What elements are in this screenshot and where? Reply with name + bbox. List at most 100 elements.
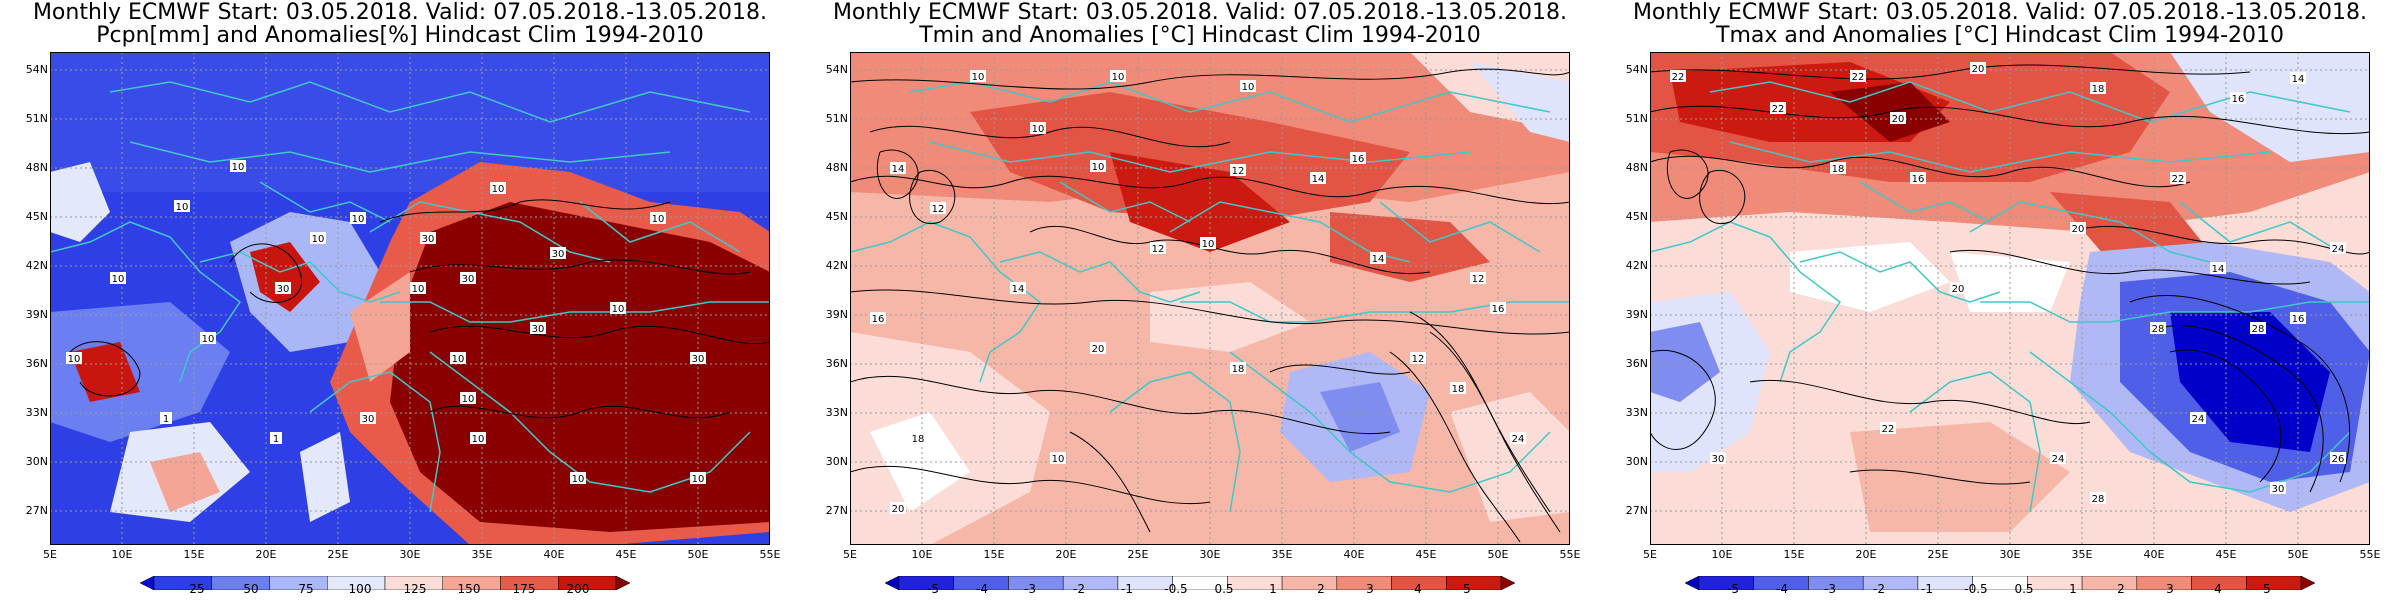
contour-label: 10: [350, 212, 366, 225]
precipitation-map: 10 10 10 10 10 10 10 10 10 10 10 10 10 1…: [50, 52, 770, 545]
svg-text:14: 14: [2212, 264, 2225, 275]
svg-text:10: 10: [452, 354, 465, 365]
precipitation-panel: Monthly ECMWF Start: 03.05.2018. Valid: …: [0, 0, 800, 600]
svg-text:22: 22: [1882, 424, 1895, 435]
lat-label: 36N: [25, 357, 48, 370]
svg-text:10: 10: [176, 202, 189, 213]
panel-title-line2: Tmax and Anomalies [°C] Hindcast Clim 19…: [1716, 23, 2284, 48]
lat-label: 51N: [825, 112, 848, 125]
svg-text:10: 10: [1112, 72, 1125, 83]
lat-label: 27N: [825, 504, 848, 517]
contour-label: 28: [2250, 322, 2266, 335]
colorbar-label: 0.5: [1214, 582, 1234, 596]
lat-label: 54N: [25, 63, 48, 76]
colorbar-swatch: [1685, 576, 1700, 590]
lat-label: 36N: [1625, 357, 1648, 370]
lon-label: 50E: [2287, 548, 2309, 561]
panel-title-line2: Tmin and Anomalies [°C] Hindcast Clim 19…: [919, 23, 1481, 48]
lon-label: 10E: [911, 548, 933, 561]
lat-label: 33N: [825, 406, 848, 419]
lat-label: 30N: [1625, 455, 1648, 468]
svg-text:12: 12: [1232, 166, 1245, 177]
svg-text:14: 14: [1012, 284, 1025, 295]
svg-text:22: 22: [1772, 104, 1785, 115]
contour-label: 10: [470, 432, 486, 445]
contour-label: 10: [450, 352, 466, 365]
lat-label: 27N: [25, 504, 48, 517]
contour-label: 10: [460, 392, 476, 405]
svg-text:24: 24: [1512, 434, 1525, 445]
colorbar-label: 75: [298, 582, 314, 596]
contour-label: 24: [2190, 412, 2206, 425]
colorbar-label: 4: [1414, 582, 1422, 596]
svg-text:10: 10: [232, 162, 245, 173]
svg-text:22: 22: [2172, 174, 2185, 185]
contour-label: 22: [1670, 70, 1686, 83]
contour-label: 16: [1490, 302, 1506, 315]
svg-text:20: 20: [1092, 344, 1105, 355]
contour-label: 12: [930, 202, 946, 215]
colorbar-label: -0.5: [1164, 582, 1188, 596]
contour-label: 14: [2210, 262, 2226, 275]
svg-text:16: 16: [2292, 314, 2305, 325]
contour-label: 16: [1910, 172, 1926, 185]
lon-label: 10E: [1711, 548, 1733, 561]
colorbar-label: -3: [1024, 582, 1036, 596]
contour-label: 28: [2150, 322, 2166, 335]
contour-label: 10: [970, 70, 986, 83]
lat-label: 48N: [1625, 161, 1648, 174]
panel-title-line1: Monthly ECMWF Start: 03.05.2018. Valid: …: [832, 0, 1568, 25]
contour-label: 20: [1090, 342, 1106, 355]
svg-text:10: 10: [1202, 239, 1215, 250]
contour-label: 18: [1230, 362, 1246, 375]
svg-text:10: 10: [492, 184, 505, 195]
svg-text:24: 24: [2332, 244, 2345, 255]
lon-label: 30E: [1999, 548, 2021, 561]
lon-label: 25E: [327, 548, 349, 561]
lon-label: 5E: [43, 548, 57, 561]
contour-label: 16: [870, 312, 886, 325]
svg-text:28: 28: [2252, 324, 2265, 335]
svg-text:10: 10: [202, 334, 215, 345]
contour-label: 18: [1830, 162, 1846, 175]
svg-text:10: 10: [472, 434, 485, 445]
colorbar-label: 0.5: [2014, 582, 2034, 596]
lon-label: 5E: [843, 548, 857, 561]
colorbar-label: 2: [2117, 582, 2125, 596]
contour-label: 24: [1510, 432, 1526, 445]
contour-label: 30: [1710, 452, 1726, 465]
contour-label: 22: [2170, 172, 2186, 185]
svg-text:20: 20: [1952, 284, 1965, 295]
contour-label: 26: [2330, 452, 2346, 465]
contour-label: 1: [270, 432, 282, 445]
svg-text:30: 30: [462, 274, 475, 285]
contour-label: 20: [1890, 112, 1906, 125]
svg-text:30: 30: [532, 324, 545, 335]
svg-text:10: 10: [692, 474, 705, 485]
colorbar-label: 3: [2166, 582, 2174, 596]
contour-label: 30: [550, 247, 566, 260]
colorbar-label: -4: [1776, 582, 1788, 596]
tmax-map: 22 22 22 20 20 18 16 16 14 24 24 28 28 2…: [1650, 52, 2370, 545]
svg-text:18: 18: [1232, 364, 1245, 375]
svg-text:20: 20: [892, 504, 905, 515]
colorbar: [1685, 576, 2315, 590]
svg-text:10: 10: [612, 304, 625, 315]
svg-text:10: 10: [572, 474, 585, 485]
contour-label: 10: [174, 200, 190, 213]
svg-text:20: 20: [1972, 64, 1985, 75]
colorbar-label: 4: [2214, 582, 2222, 596]
contour-label: 18: [1450, 382, 1466, 395]
lon-label: 55E: [1559, 548, 1581, 561]
svg-text:12: 12: [1152, 244, 1165, 255]
lon-label: 35E: [471, 548, 493, 561]
lat-label: 51N: [25, 112, 48, 125]
contour-label: 14: [1370, 252, 1386, 265]
svg-text:10: 10: [1032, 124, 1045, 135]
svg-text:14: 14: [1312, 174, 1325, 185]
contour-label: 10: [200, 332, 216, 345]
contour-label: 12: [1470, 272, 1486, 285]
panel-title-line2: Pcpn[mm] and Anomalies[%] Hindcast Clim …: [96, 23, 704, 48]
colorbar-label: -1: [1121, 582, 1133, 596]
lat-label: 39N: [1625, 308, 1648, 321]
